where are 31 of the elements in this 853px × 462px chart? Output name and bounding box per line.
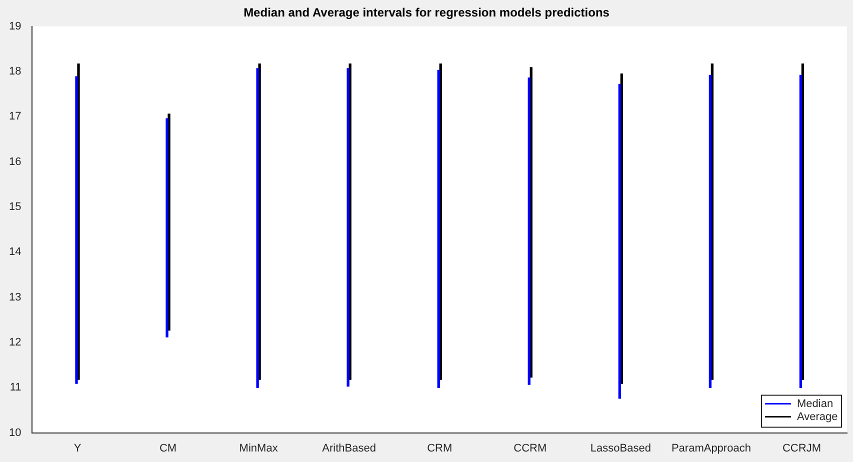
y-tick-label: 18 <box>8 66 22 78</box>
x-tick-label: CM <box>159 442 177 454</box>
bar <box>528 78 530 385</box>
legend-label: Median <box>797 398 834 410</box>
y-tick-label: 14 <box>8 246 22 258</box>
y-tick-label: 11 <box>10 382 22 394</box>
x-tick-label: CCRM <box>514 442 547 454</box>
chart-title: Median and Average intervals for regression models predictions <box>244 6 610 20</box>
y-tick-label: 19 <box>8 20 22 32</box>
y-tick-label: 10 <box>8 426 22 439</box>
y-tick-label: 13 <box>8 291 22 304</box>
bar <box>75 76 78 384</box>
bar <box>799 74 802 388</box>
bar <box>256 68 259 388</box>
x-tick-label: ParamApproach <box>671 442 751 454</box>
x-tick-label: LassoBased <box>590 442 651 454</box>
y-tick-label: 16 <box>8 156 22 168</box>
legend-label: Average <box>797 410 838 423</box>
y-tick-label: 12 <box>8 336 22 349</box>
bar <box>437 70 440 388</box>
y-tick-label: 15 <box>8 201 22 214</box>
bar <box>346 68 350 387</box>
x-tick-label: CCRJM <box>782 442 821 454</box>
bar <box>166 118 168 338</box>
x-tick-label: ArithBased <box>322 442 376 454</box>
bar <box>618 84 622 399</box>
x-tick-label: Y <box>74 442 82 454</box>
y-tick-label: 17 <box>8 110 22 123</box>
x-tick-label: CRM <box>427 442 452 454</box>
x-tick-label: MinMax <box>239 442 278 454</box>
bar <box>708 74 712 388</box>
